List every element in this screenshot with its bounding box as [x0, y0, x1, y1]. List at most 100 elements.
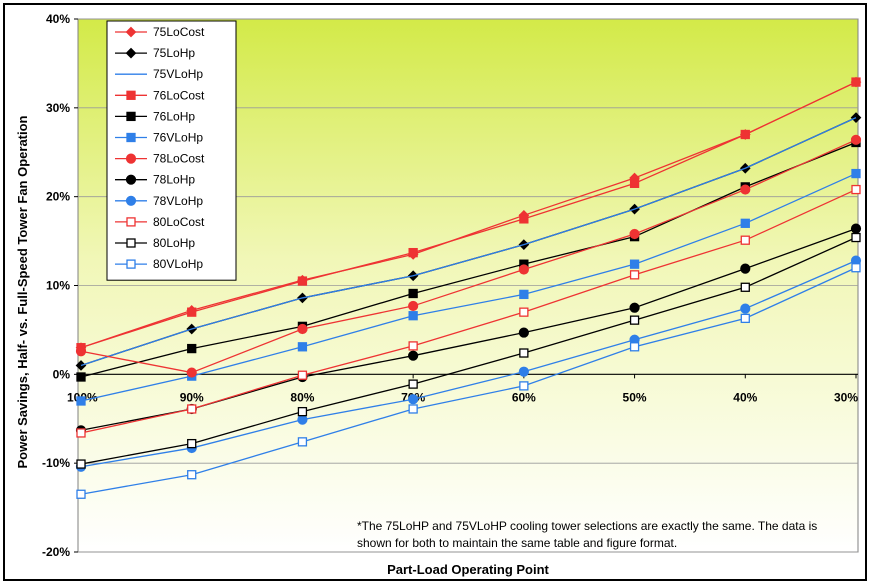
series-line: [80, 81, 857, 349]
data-point: [76, 489, 86, 499]
y-axis-ticks: -20% -10% 0% 10% 20% 30% 40%: [42, 12, 70, 559]
legend-marker: [125, 195, 137, 206]
legend-item: 80LoCost: [115, 215, 205, 229]
series-80VLoHp: [76, 263, 861, 499]
data-point: [629, 302, 640, 313]
data-point: [76, 428, 86, 438]
data-point: [297, 370, 308, 380]
data-point: [740, 303, 751, 314]
data-point: [297, 323, 308, 335]
series-75VLoHp: [80, 117, 857, 367]
data-point: [408, 311, 418, 321]
data-point: [187, 307, 197, 317]
data-point: [519, 381, 529, 391]
x-tick-label: 80%: [290, 390, 314, 404]
legend-marker: [125, 26, 137, 38]
legend-marker: [126, 238, 136, 248]
legend-label: 76LoHp: [153, 109, 195, 123]
data-point: [851, 77, 861, 87]
y-tick-label: 0%: [53, 367, 71, 381]
legend-item: 78VLoHp: [115, 194, 203, 208]
legend: 75LoCost 75LoHp 75VLoHp 76LoCost 76LoHp 76VLo…: [106, 20, 237, 281]
legend-item: 80LoHp: [115, 236, 195, 250]
series-line: [80, 236, 857, 465]
legend-item: 75VLoHp: [115, 67, 203, 81]
legend-item: 78LoHp: [115, 173, 195, 187]
data-point: [519, 214, 529, 224]
data-point: [851, 168, 861, 179]
legend-label: 78LoCost: [153, 152, 205, 166]
legend-marker: [125, 174, 137, 185]
data-point: [187, 404, 197, 414]
data-point: [408, 350, 419, 361]
y-axis-label: Power Savings, Half- vs. Full-Speed Towe…: [15, 115, 30, 468]
data-point: [740, 313, 750, 324]
data-point: [75, 346, 87, 357]
data-point: [408, 288, 418, 299]
data-point: [519, 307, 529, 317]
data-point: [851, 184, 861, 195]
data-point: [76, 372, 86, 382]
series-line: [80, 81, 857, 349]
data-point: [740, 282, 750, 292]
series-line: [80, 172, 857, 402]
data-point: [76, 459, 86, 469]
data-point: [408, 394, 419, 405]
data-point: [629, 178, 640, 188]
legend-item: 76LoCost: [115, 88, 205, 102]
data-point: [408, 379, 418, 389]
data-point: [740, 235, 750, 245]
data-point: [740, 218, 750, 228]
data-point: [629, 228, 640, 240]
data-point: [408, 341, 418, 351]
data-point: [519, 348, 529, 358]
series-line: [80, 139, 857, 374]
data-point: [518, 264, 529, 275]
legend-marker: [125, 153, 137, 164]
series-line: [80, 267, 857, 495]
data-point: [519, 289, 529, 300]
data-point: [76, 396, 86, 406]
data-point: [629, 259, 640, 269]
y-tick-label: -10%: [42, 456, 70, 470]
series-line: [80, 117, 857, 367]
series-80LoHp: [76, 232, 861, 469]
legend-item: 80VLoHp: [115, 257, 203, 271]
y-tick-label: 10%: [46, 279, 70, 293]
legend-item: 76LoHp: [115, 109, 195, 123]
legend-marker: [126, 259, 136, 269]
legend-label: 76VLoHp: [153, 131, 203, 145]
data-point: [850, 223, 862, 234]
y-tick-label: 20%: [46, 190, 70, 204]
legend-marker: [126, 132, 136, 143]
data-point: [187, 470, 197, 480]
data-point: [297, 342, 308, 352]
data-point: [408, 300, 419, 312]
data-point: [186, 367, 197, 378]
data-point: [629, 342, 640, 352]
legend-marker: [126, 111, 136, 122]
x-axis-label: Part-Load Operating Point: [387, 562, 549, 577]
data-point: [740, 129, 750, 140]
footnote-line-1: *The 75LoHP and 75VLoHP cooling tower se…: [357, 519, 817, 533]
x-tick-label: 90%: [180, 390, 204, 404]
legend-label: 75LoHp: [153, 46, 195, 60]
legend-marker: [126, 90, 136, 100]
data-point: [851, 232, 861, 243]
legend-box: [106, 20, 237, 281]
data-point: [297, 414, 308, 425]
data-point: [518, 366, 529, 377]
x-tick-label: 40%: [733, 390, 757, 404]
footnote-line-2: shown for both to maintain the same tabl…: [357, 536, 677, 550]
data-point: [187, 343, 197, 354]
data-point: [297, 437, 308, 447]
legend-item: 75LoCost: [115, 25, 205, 39]
y-tick-label: 40%: [46, 12, 70, 26]
x-tick-label: 60%: [512, 390, 536, 404]
legend-item: 75LoHp: [115, 46, 195, 60]
data-point: [629, 270, 640, 280]
legend-label: 80VLoHp: [153, 257, 203, 271]
data-point: [629, 315, 640, 325]
x-tick-label: 30%: [834, 390, 858, 404]
data-point: [518, 327, 529, 338]
